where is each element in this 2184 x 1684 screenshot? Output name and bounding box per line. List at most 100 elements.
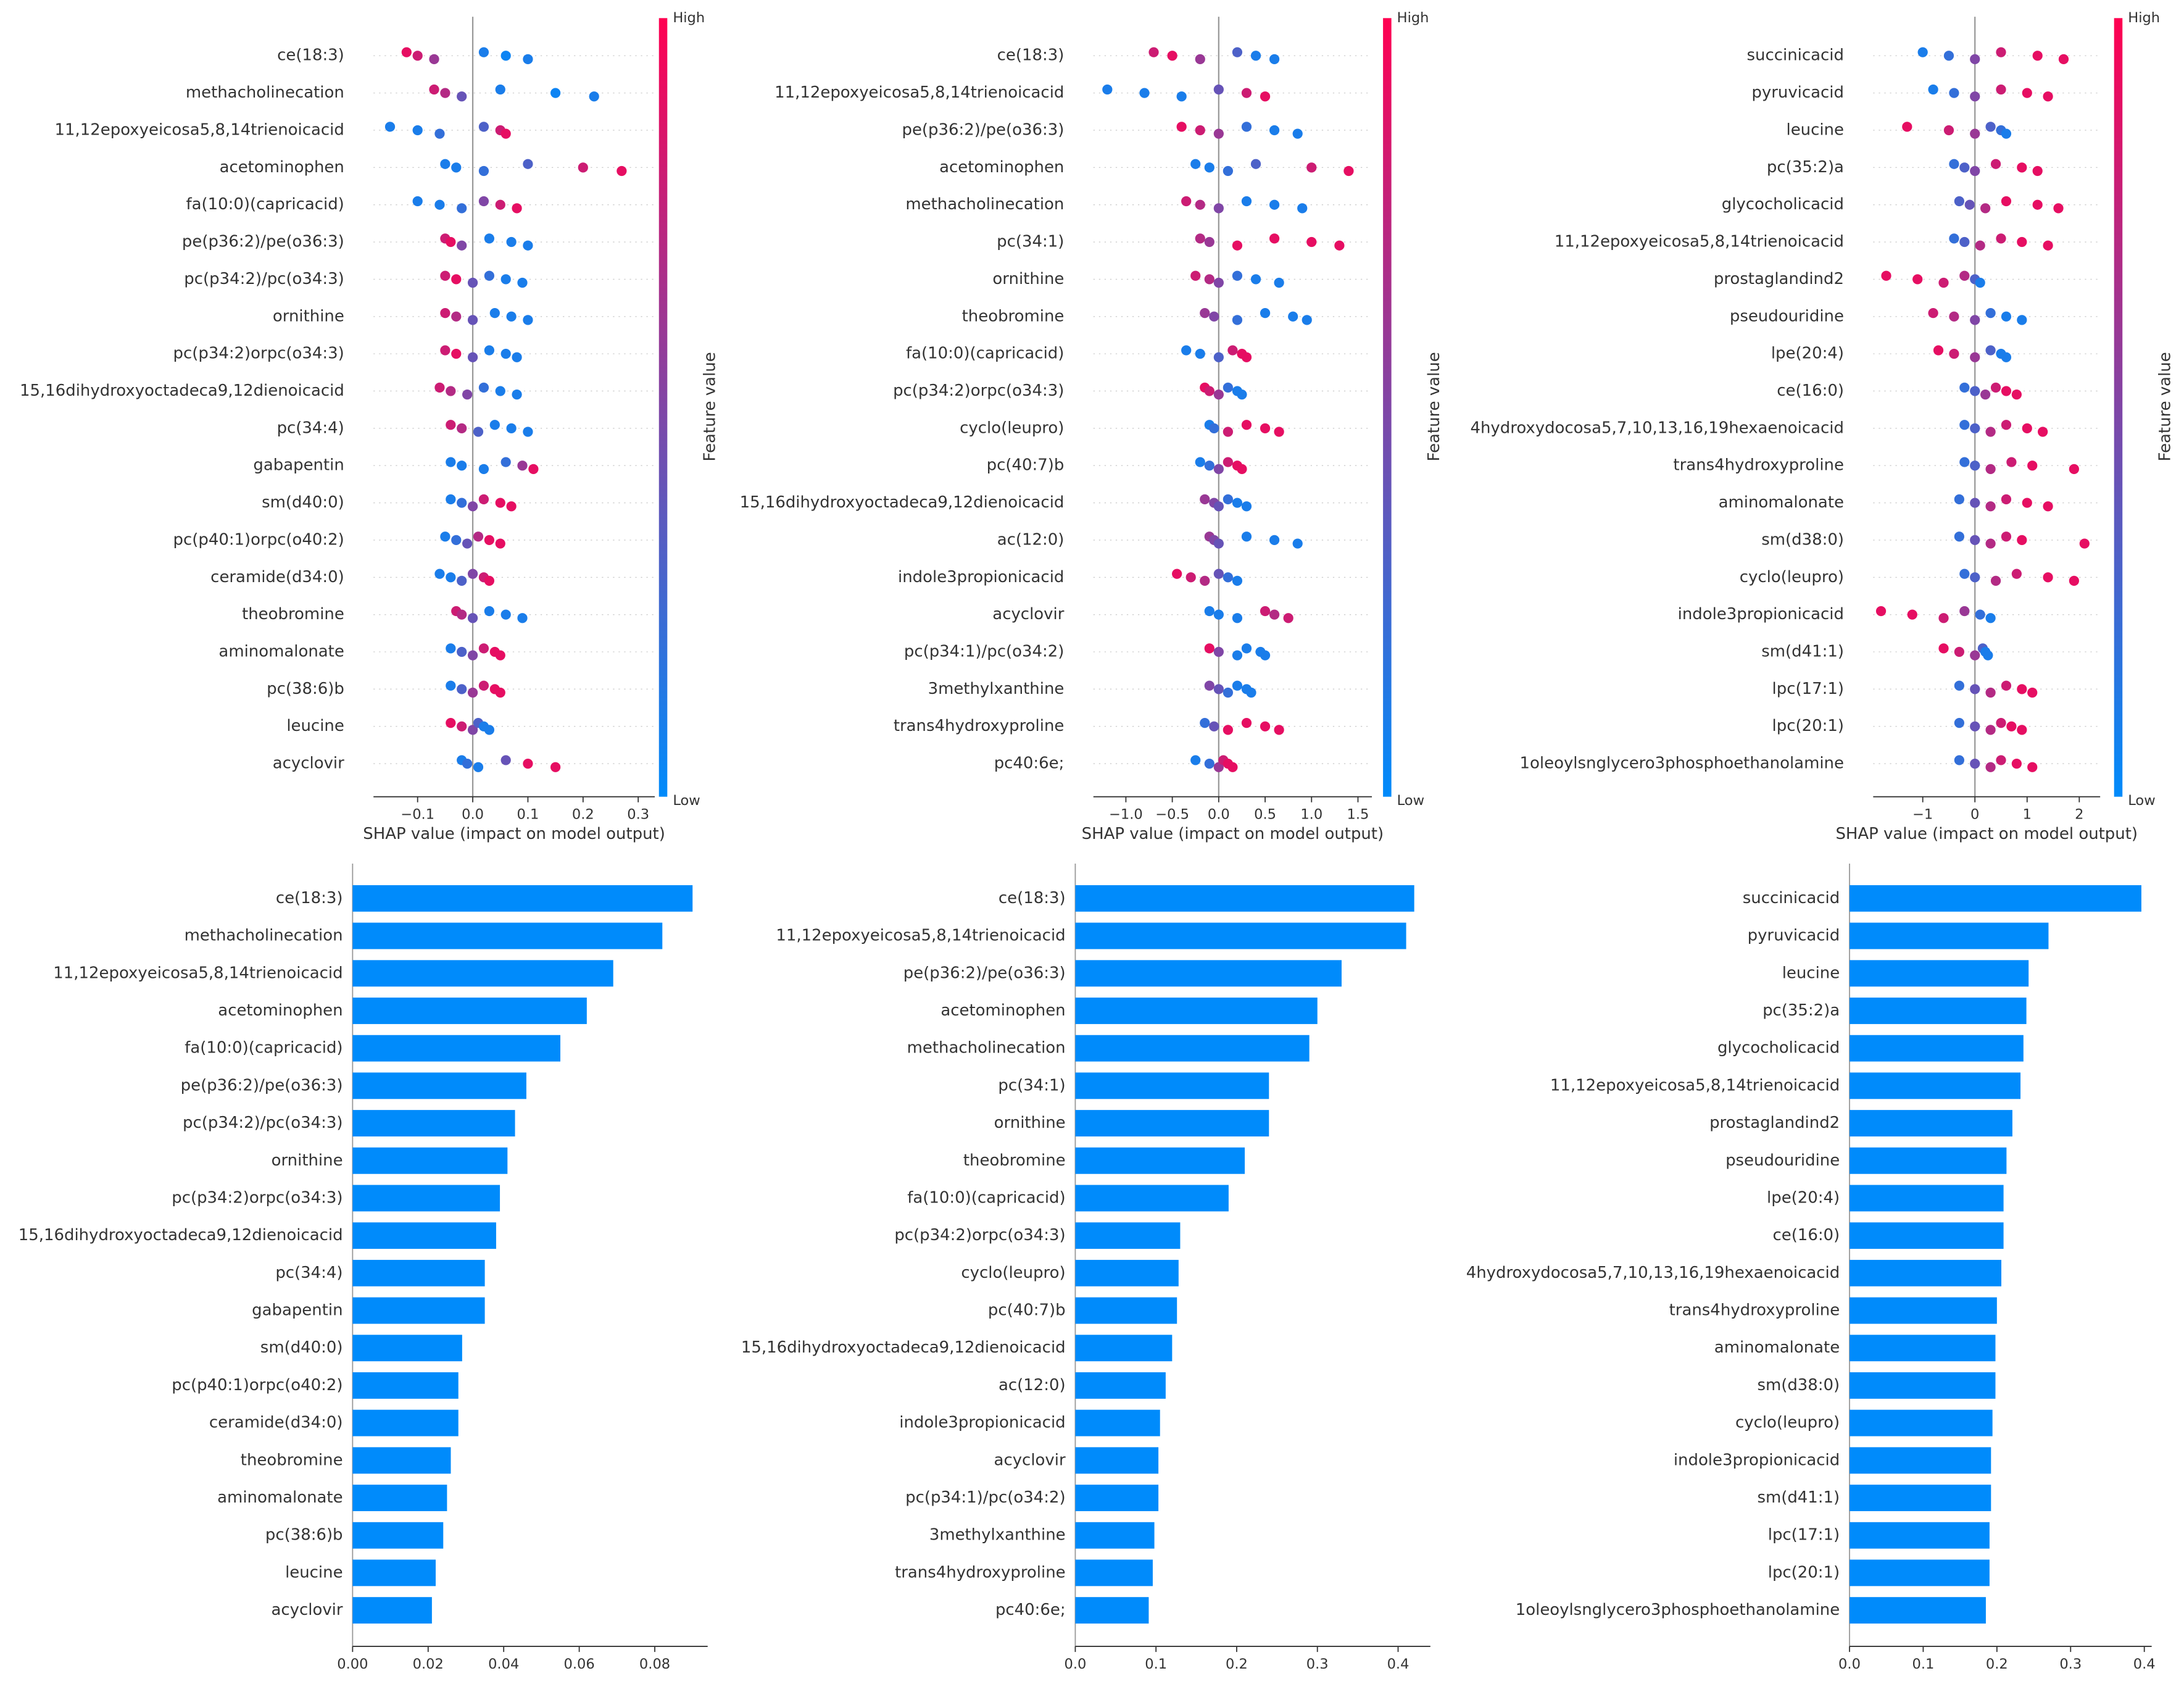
x-tick-label: 0.2 bbox=[1986, 1656, 2008, 1672]
shap-point bbox=[517, 277, 528, 288]
shap-point bbox=[1283, 613, 1293, 623]
shap-point bbox=[1223, 687, 1233, 698]
shap-point bbox=[1912, 274, 1923, 285]
shap-point bbox=[1970, 650, 1980, 661]
shap-point bbox=[467, 315, 478, 325]
feature-label: trans4hydroxyproline bbox=[1673, 456, 1844, 475]
feature-label: pe(p36:2)/pe(o36:3) bbox=[902, 120, 1064, 139]
feature-label: 15,16dihydroxyoctadeca9,12dienoicacid bbox=[740, 493, 1065, 512]
shap-point bbox=[1949, 88, 1959, 98]
shap-point bbox=[2043, 91, 2053, 102]
shap-point bbox=[1246, 687, 1256, 698]
shap-point bbox=[478, 643, 489, 654]
shap-point bbox=[1917, 47, 1928, 57]
colorbar bbox=[1383, 18, 1392, 797]
bar bbox=[1849, 1035, 2024, 1062]
shap-point bbox=[495, 84, 505, 95]
feature-label: ac(12:0) bbox=[997, 530, 1065, 549]
shap-point bbox=[1213, 352, 1224, 362]
feature-label: 15,16dihydroxyoctadeca9,12dienoicacid bbox=[19, 1226, 343, 1244]
shap-point bbox=[1232, 498, 1243, 508]
shap-point bbox=[1223, 494, 1233, 505]
shap-point bbox=[1297, 203, 1308, 214]
shap-point bbox=[1990, 382, 2001, 393]
feature-label: lpe(20:4) bbox=[1771, 344, 1844, 363]
x-tick-label: 0.2 bbox=[1226, 1656, 1248, 1672]
shap-point bbox=[457, 575, 467, 586]
x-tick-label: 0.00 bbox=[337, 1656, 368, 1672]
bar bbox=[1849, 1372, 1996, 1399]
bar bbox=[1075, 1335, 1173, 1362]
shap-point bbox=[1204, 680, 1214, 691]
feature-label: aminomalonate bbox=[1719, 493, 1844, 512]
feature-label: glycocholicacid bbox=[1722, 195, 1844, 214]
feature-label: methacholinecation bbox=[186, 83, 344, 102]
x-tick-label: −1 bbox=[1912, 807, 1933, 823]
feature-label: fa(10:0)(capricacid) bbox=[907, 1188, 1065, 1207]
shap-point bbox=[484, 345, 494, 356]
shap-point bbox=[506, 501, 517, 512]
bar bbox=[1075, 1409, 1160, 1436]
shap-point bbox=[1938, 613, 1949, 623]
shap-point bbox=[1190, 755, 1201, 765]
shap-point bbox=[1241, 501, 1252, 512]
shap-point bbox=[1980, 203, 1991, 214]
shap-point bbox=[457, 684, 467, 694]
shap-point bbox=[1185, 572, 1196, 583]
shap-point bbox=[489, 308, 500, 319]
bar bbox=[352, 922, 663, 949]
feature-label: pyruvicacid bbox=[1751, 83, 1844, 102]
shap-point bbox=[2001, 386, 2012, 396]
shap-point bbox=[1959, 382, 1970, 393]
feature-label: acyclovir bbox=[273, 754, 344, 773]
shap-point bbox=[1959, 270, 1970, 281]
feature-label: lpc(20:1) bbox=[1768, 1563, 1840, 1582]
x-tick-label: 0.0 bbox=[462, 807, 484, 823]
shap-point bbox=[434, 128, 445, 139]
shap-point bbox=[500, 609, 511, 620]
x-tick-label: 0.0 bbox=[1838, 1656, 1861, 1672]
shap-point bbox=[1204, 386, 1214, 396]
shap-point bbox=[1241, 643, 1252, 654]
feature-label: trans4hydroxyproline bbox=[1669, 1301, 1840, 1320]
bar bbox=[352, 998, 587, 1024]
x-tick-label: 0.5 bbox=[1254, 807, 1276, 823]
feature-label: ornithine bbox=[272, 1151, 343, 1170]
bar bbox=[352, 1447, 451, 1474]
bar bbox=[1075, 1559, 1153, 1586]
shap-point bbox=[1209, 311, 1219, 322]
shap-point bbox=[446, 572, 456, 583]
shap-point bbox=[1959, 606, 1970, 617]
shap-point bbox=[2032, 199, 2043, 210]
shap-point bbox=[1250, 274, 1261, 285]
feature-label: cyclo(leupro) bbox=[961, 1264, 1065, 1282]
feature-label: ce(16:0) bbox=[1772, 1226, 1840, 1244]
shap-point bbox=[1970, 54, 1980, 65]
bar bbox=[1075, 1072, 1269, 1099]
shap-point bbox=[401, 47, 412, 57]
shap-point bbox=[478, 196, 489, 207]
shap-point bbox=[523, 240, 533, 251]
bar bbox=[1849, 1447, 1991, 1474]
bar bbox=[352, 1297, 485, 1324]
bar bbox=[1075, 998, 1318, 1024]
x-tick-label: 0.0 bbox=[1208, 807, 1230, 823]
feature-label: pc(35:2)a bbox=[1767, 158, 1844, 177]
feature-label: methacholinecation bbox=[905, 195, 1064, 214]
shap-point bbox=[1985, 308, 1996, 319]
shap-point bbox=[440, 270, 451, 281]
shap-point bbox=[1907, 609, 1917, 620]
shap-point bbox=[1943, 51, 1954, 61]
shap-point bbox=[1996, 717, 2006, 728]
shap-point bbox=[467, 650, 478, 661]
bar bbox=[352, 1110, 515, 1137]
shap-point bbox=[528, 464, 539, 474]
shap-point bbox=[500, 274, 511, 285]
x-tick-label: 0.08 bbox=[639, 1656, 670, 1672]
shap-point bbox=[462, 390, 473, 400]
shap-point bbox=[457, 721, 467, 732]
shap-point bbox=[446, 420, 456, 430]
shap-point bbox=[1334, 240, 1345, 251]
feature-label: pe(p36:2)/pe(o36:3) bbox=[182, 233, 344, 251]
bar bbox=[352, 885, 693, 912]
